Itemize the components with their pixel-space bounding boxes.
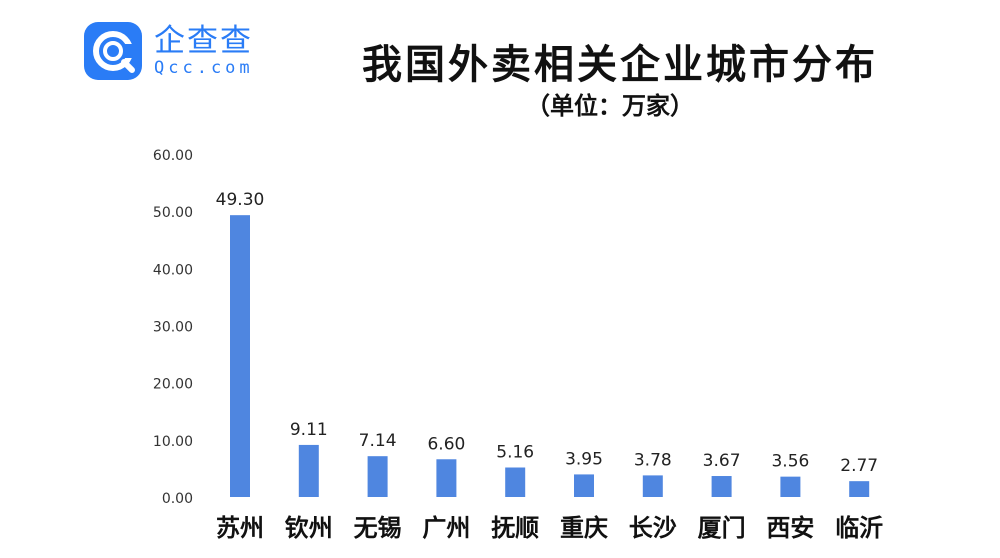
logo-name-cn: 企查查 (154, 23, 253, 59)
x-tick-label: 重庆 (560, 514, 608, 542)
x-tick-label: 无锡 (354, 514, 402, 542)
bar-value-label: 3.56 (771, 452, 809, 472)
chart-title: 我国外卖相关企业城市分布 (362, 42, 878, 88)
bar (230, 215, 250, 497)
bar-value-label: 7.14 (359, 431, 397, 451)
y-tick-label: 30.00 (153, 320, 193, 336)
bar-value-label: 49.30 (216, 190, 265, 210)
bar (780, 476, 801, 497)
qcc-logo: 企查查 Qcc.com (84, 22, 254, 80)
logo-name-en: Qcc.com (154, 58, 254, 78)
y-tick-label: 40.00 (153, 262, 193, 278)
y-tick-label: 60.00 (153, 148, 193, 164)
x-tick-label: 抚顺 (491, 514, 539, 542)
bar (436, 459, 457, 497)
bar (367, 456, 388, 497)
x-tick-label: 苏州 (216, 514, 264, 542)
bar-value-label: 5.16 (496, 443, 534, 463)
bar (298, 444, 319, 497)
y-tick-label: 0.00 (162, 491, 193, 507)
bar-value-label: 3.67 (703, 451, 741, 471)
x-tick-label: 广州 (422, 514, 470, 542)
x-tick-label: 钦州 (285, 514, 333, 542)
bar-value-label: 9.11 (290, 420, 328, 440)
bar (849, 481, 870, 497)
bar-value-label: 6.60 (427, 434, 465, 454)
x-tick-label: 临沂 (835, 514, 883, 542)
chart-subtitle: （单位：万家） (526, 92, 694, 120)
x-tick-label: 西安 (766, 514, 814, 542)
bar-value-label: 3.95 (565, 449, 603, 469)
y-tick-label: 50.00 (153, 205, 193, 221)
bar (574, 474, 594, 497)
bar (505, 467, 526, 497)
y-tick-label: 20.00 (153, 377, 193, 393)
bar (711, 476, 732, 497)
bar-value-label: 2.77 (840, 456, 878, 476)
x-tick-label: 长沙 (629, 514, 677, 542)
bar-value-label: 3.78 (634, 450, 672, 470)
y-tick-label: 10.00 (153, 434, 193, 450)
x-tick-label: 厦门 (698, 514, 746, 542)
qcc-logo-icon (84, 22, 142, 80)
bar (642, 475, 663, 497)
